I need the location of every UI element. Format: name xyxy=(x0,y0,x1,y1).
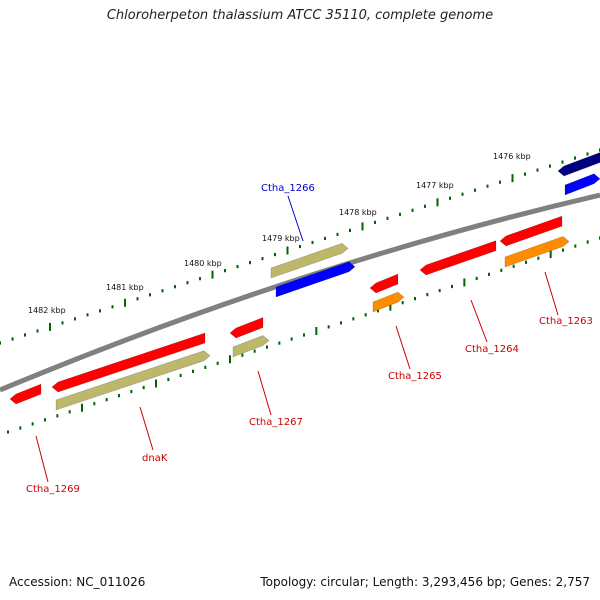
gene-arrow-ctha-1263 xyxy=(504,236,570,268)
gene-arrow-ctha-1267 xyxy=(232,335,270,358)
gene-arrow-ctha-1265-red xyxy=(369,273,399,294)
gene-label: Ctha_1265 xyxy=(388,371,442,382)
gene-arrow-ctha-1267-red xyxy=(229,317,264,339)
map-title: Chloroherpeton thalassium ATCC 35110, co… xyxy=(106,8,494,23)
gene-label: Ctha_1267 xyxy=(249,417,303,428)
gene-features xyxy=(9,152,600,411)
genome-summary: Topology: circular; Length: 3,293,456 bp… xyxy=(260,575,590,589)
gene-arrow-dnak xyxy=(55,350,211,411)
tick-label-6: 1482 kbp xyxy=(28,306,66,315)
gene-arrow-blue-edge xyxy=(564,173,600,196)
gene-leader-line xyxy=(35,435,49,483)
gene-arrow-ctha-1265 xyxy=(372,291,405,313)
gene-leader-line xyxy=(139,406,154,451)
gene-arrow-ctha-1264 xyxy=(419,240,497,276)
gene-leader-line xyxy=(287,195,304,242)
gene-label: Ctha_1264 xyxy=(465,344,519,355)
gene-label: Ctha_1269 xyxy=(26,484,80,495)
gene-leader-line xyxy=(395,325,411,370)
genome-backbone xyxy=(0,192,600,393)
gene-labels: Ctha_1263 Ctha_1264 Ctha_1265 Ctha_1266 Ctha… xyxy=(26,183,593,495)
tick-labels: 1476 kbp 1477 kbp 1478 kbp 1479 kbp 1480 kbp… xyxy=(28,152,531,315)
gene-label: Ctha_1266 xyxy=(261,183,315,194)
accession-text: Accession: NC_011026 xyxy=(9,575,146,589)
gene-arrow-ctha-1266-olive xyxy=(270,243,349,279)
gene-arrow-navy xyxy=(557,152,600,177)
tick-label-2: 1478 kbp xyxy=(339,208,377,217)
gene-label: dnaK xyxy=(142,453,168,464)
gene-arrow-dnak-red xyxy=(51,332,206,393)
gene-arrow-ctha-1269 xyxy=(9,383,42,405)
tick-label-4: 1480 kbp xyxy=(184,259,222,268)
gene-arrow-ctha-1266 xyxy=(275,261,356,298)
tick-label-3: 1479 kbp xyxy=(262,234,300,243)
gene-leader-line xyxy=(544,271,559,316)
tick-label-0: 1476 kbp xyxy=(493,152,531,161)
gene-label: Ctha_1263 xyxy=(539,316,593,327)
gene-leader-line xyxy=(470,299,488,343)
gene-leader-line xyxy=(257,370,272,416)
inner-tick-ring xyxy=(7,236,600,434)
tick-label-5: 1481 kbp xyxy=(106,283,144,292)
outer-tick-ring xyxy=(0,148,600,345)
tick-label-1: 1477 kbp xyxy=(416,181,454,190)
gene-arrow-ctha-1263-red xyxy=(499,215,563,247)
